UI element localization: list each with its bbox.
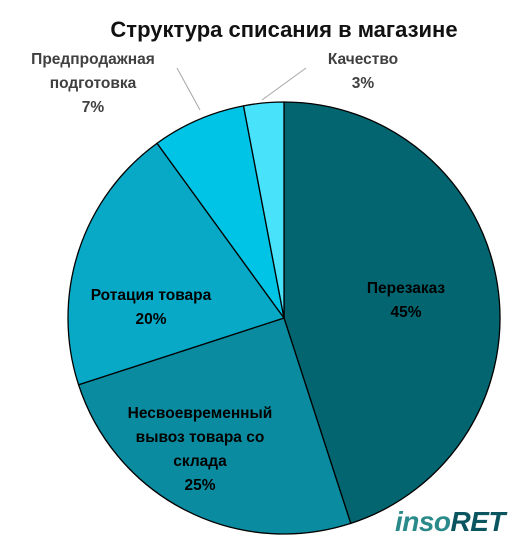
chart-title: Структура списания в магазине [110, 17, 457, 42]
pie-slice-0 [283, 101, 501, 525]
slice-labels: Перезаказ 45% Несвоевременный вывоз товара … [31, 51, 445, 494]
insoret-logo: insoRET [394, 506, 506, 537]
leader-lines [176, 67, 307, 111]
slice-value-label: 20% [135, 311, 166, 328]
slice-label-line: склада [173, 453, 227, 470]
slice-label-line: Перезаказ [367, 280, 446, 297]
slice-label-1: Несвоевременный вывоз товара со склада 25% [128, 405, 273, 494]
slice-value-label: 7% [82, 99, 105, 116]
slice-label-line: Ротация товара [91, 287, 212, 304]
leader-line-4 [261, 67, 307, 101]
pie-slice-1 [77, 317, 352, 535]
leader-line-3 [176, 67, 201, 111]
slice-value-label: 45% [390, 304, 421, 321]
slice-label-line: Несвоевременный [128, 405, 273, 422]
slice-label-line: Предпродажная [31, 51, 155, 68]
pie-slice-2 [67, 142, 285, 386]
slice-label-2: Ротация товара 20% [91, 287, 212, 328]
slice-label-3: Предпродажная подготовка 7% [31, 51, 155, 116]
slice-value-label: 3% [352, 75, 375, 92]
pie-slices [67, 101, 501, 535]
slice-value-label: 25% [184, 477, 215, 494]
slice-label-line: подготовка [50, 75, 137, 92]
slice-label-0: Перезаказ 45% [367, 280, 446, 321]
slice-label-line: Качество [328, 51, 398, 68]
slice-label-4: Качество 3% [328, 51, 398, 92]
pie-slice-4 [242, 101, 285, 319]
slice-label-line: вывоз товара со [136, 429, 265, 446]
